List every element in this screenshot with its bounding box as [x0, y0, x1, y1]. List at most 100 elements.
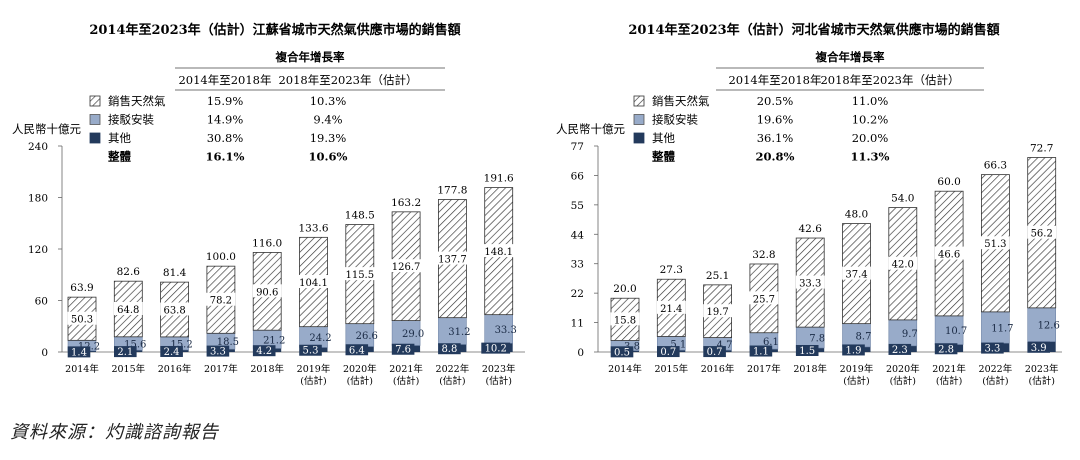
- source-note: 資料來源：灼識諮詢報告: [10, 422, 219, 443]
- total-label: 72.7: [1030, 143, 1053, 155]
- cagr-value-cat2-2: 9.4%: [313, 113, 342, 127]
- seg-label-bg: [481, 244, 517, 258]
- seg-label-other: 2.3: [892, 345, 908, 356]
- seg-label-connection: 24.2: [309, 333, 331, 344]
- seg-label-gas: 51.3: [984, 239, 1006, 250]
- cagr-value-cat1-1: 20.5%: [757, 94, 794, 108]
- x-tick-label: 2018年: [793, 363, 827, 375]
- cagr-value-total-1: 16.1%: [206, 150, 245, 164]
- seg-label-gas: 126.7: [392, 262, 421, 273]
- legend-swatch-cat1: [633, 95, 645, 107]
- seg-label-gas: 148.1: [484, 247, 513, 258]
- seg-label-other: 0.7: [660, 347, 676, 358]
- seg-label-connection: 26.6: [356, 331, 378, 342]
- cagr-header: 複合年增長率: [815, 50, 885, 64]
- seg-label-connection: 29.0: [402, 329, 424, 340]
- legend-label-cat3: 其他: [108, 131, 131, 145]
- seg-label-gas: 21.4: [660, 304, 682, 315]
- total-label: 100.0: [206, 251, 236, 263]
- seg-label-bg: [610, 312, 640, 326]
- x-tick-sublabel: (估計): [439, 375, 465, 387]
- seg-label-bg: [795, 275, 825, 289]
- legend-swatch-cat3: [633, 132, 645, 144]
- seg-label-bg: [656, 300, 686, 314]
- x-tick-label: 2017年: [747, 363, 781, 375]
- total-label: 42.6: [799, 223, 823, 235]
- cagr-value-cat2-1: 14.9%: [207, 113, 244, 127]
- seg-label-gas: 90.6: [256, 287, 278, 298]
- x-tick-sublabel: (估計): [890, 375, 916, 387]
- seg-label-bg: [113, 301, 143, 315]
- legend-label-cat1: 銷售天然氣: [652, 94, 710, 108]
- legend-label-cat2: 接駁安裝: [652, 113, 698, 127]
- total-label: 48.0: [845, 209, 868, 221]
- seg-label-bg: [934, 246, 964, 260]
- seg-label-other-bg: [657, 346, 680, 358]
- seg-label-other: 8.8: [441, 344, 457, 355]
- seg-label-other-bg: [438, 343, 461, 355]
- seg-label-bg: [703, 304, 732, 318]
- seg-label-other: 1.5: [799, 346, 815, 357]
- legend-swatch-cat2: [633, 114, 645, 125]
- x-tick-label: 2023年: [1025, 363, 1059, 375]
- seg-label-other-bg: [391, 343, 415, 355]
- seg-label-other-bg: [842, 344, 865, 356]
- seg-label-bg: [252, 284, 282, 298]
- seg-label-other-bg: [610, 346, 634, 358]
- x-tick-label: 2020年: [886, 363, 920, 375]
- cagr-value-total-1: 20.8%: [756, 150, 795, 164]
- seg-label-connection: 15.2: [170, 339, 192, 350]
- x-tick-label: 2021年: [389, 363, 423, 375]
- y-tick-label: 66: [571, 170, 585, 182]
- total-label: 81.4: [163, 267, 187, 279]
- x-tick-sublabel: (估計): [982, 375, 1008, 387]
- seg-label-bg: [67, 311, 97, 325]
- cagr-col2-header: 2018年至2023年（估計）: [820, 73, 959, 87]
- cagr-value-cat2-1: 19.6%: [757, 113, 794, 127]
- seg-label-connection: 21.2: [263, 335, 285, 346]
- total-label: 60.0: [937, 176, 960, 188]
- x-tick-label: 2021年: [932, 363, 966, 375]
- bar-connection: [391, 320, 421, 346]
- cagr-value-cat3-1: 30.8%: [207, 131, 244, 145]
- y-axis-label: 人民幣十億元: [12, 122, 81, 136]
- seg-label-other-bg: [981, 342, 1004, 354]
- x-tick-sublabel: (估計): [347, 375, 373, 387]
- seg-label-gas: 50.3: [71, 315, 93, 326]
- cagr-col2-header: 2018年至2023年（估計）: [278, 73, 417, 87]
- total-label: 177.8: [437, 184, 467, 196]
- y-tick-label: 180: [28, 193, 48, 205]
- seg-label-other-bg: [160, 345, 183, 357]
- seg-label-connection: 31.2: [448, 327, 470, 338]
- seg-label-other: 4.2: [256, 346, 272, 357]
- seg-label-connection: 9.7: [902, 329, 918, 340]
- seg-label-bg: [981, 236, 1010, 250]
- y-tick-label: 33: [571, 259, 584, 271]
- seg-label-bg: [342, 267, 378, 281]
- x-tick-label: 2019年: [840, 363, 874, 375]
- seg-label-bg: [434, 251, 470, 265]
- total-label: 66.3: [984, 160, 1007, 172]
- seg-label-connection: 33.3: [495, 325, 517, 336]
- total-label: 116.0: [252, 237, 282, 249]
- seg-label-other: 1.4: [71, 347, 87, 358]
- seg-label-bg: [206, 292, 236, 306]
- seg-label-connection: 4.7: [717, 340, 733, 351]
- seg-label-connection: 15.6: [124, 340, 146, 351]
- legend-swatch-cat2: [89, 114, 101, 125]
- seg-label-other: 0.5: [614, 347, 630, 358]
- total-label: 148.5: [345, 210, 375, 222]
- x-tick-label: 2022年: [979, 363, 1013, 375]
- x-tick-label: 2020年: [343, 363, 377, 375]
- seg-label-other-bg: [795, 344, 819, 356]
- seg-label-other: 5.3: [303, 346, 319, 357]
- seg-label-connection: 5.1: [670, 339, 686, 350]
- cagr-header: 複合年增長率: [275, 50, 345, 64]
- y-tick-label: 44: [571, 229, 585, 241]
- x-tick-label: 2018年: [250, 363, 284, 375]
- seg-label-connection: 11.7: [991, 324, 1013, 335]
- x-tick-label: 2015年: [654, 363, 688, 375]
